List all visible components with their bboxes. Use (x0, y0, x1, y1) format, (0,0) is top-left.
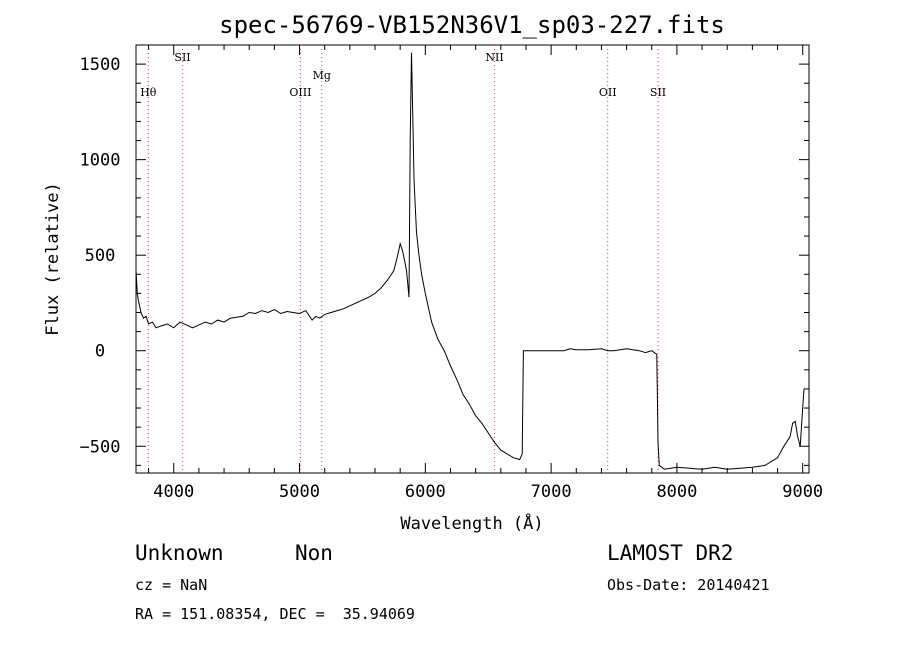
spectral-line-label: SII (174, 51, 190, 64)
coordinates-text: RA = 151.08354, DEC = 35.94069 (135, 605, 415, 623)
spectral-line-label: SII (650, 86, 666, 99)
class-label: Unknown (135, 541, 224, 565)
x-tick-label: 5000 (279, 482, 320, 502)
x-tick-label: 4000 (153, 482, 194, 502)
y-tick-label: −500 (80, 437, 121, 457)
subclass-label: Non (295, 541, 333, 565)
spectral-line-label: Mg (313, 69, 331, 82)
x-tick-label: 9000 (782, 482, 823, 502)
axis-ticks (136, 45, 809, 473)
spectral-line-label: NII (485, 51, 503, 64)
obs-date-text: Obs-Date: 20140421 (607, 576, 770, 594)
spectral-line-markers (147, 45, 659, 473)
x-tick-label: 8000 (656, 482, 697, 502)
y-tick-label: 500 (85, 246, 116, 266)
spectral-line-label: OIII (289, 86, 311, 99)
cz-text: cz = NaN (135, 576, 208, 594)
survey-label: LAMOST DR2 (607, 541, 734, 565)
spectral-line-label: OII (599, 86, 617, 99)
x-axis-label: Wavelength (Å) (400, 512, 543, 534)
y-tick-label: 1500 (80, 55, 121, 75)
plot-frame (135, 44, 810, 474)
chart-title: spec-56769-VB152N36V1_sp03-227.fits (219, 11, 725, 39)
x-tick-label: 7000 (531, 482, 572, 502)
tick-labels: 4000 5000 6000 7000 8000 9000 −500 0 500 1000 1500 (80, 55, 824, 502)
y-tick-label: 1000 (80, 151, 121, 171)
spectrum-line (135, 52, 805, 470)
x-tick-label: 6000 (405, 482, 446, 502)
spectral-line-label: Hθ (140, 86, 157, 99)
y-tick-label: 0 (95, 342, 105, 362)
y-axis-label: Flux (relative) (43, 182, 63, 336)
